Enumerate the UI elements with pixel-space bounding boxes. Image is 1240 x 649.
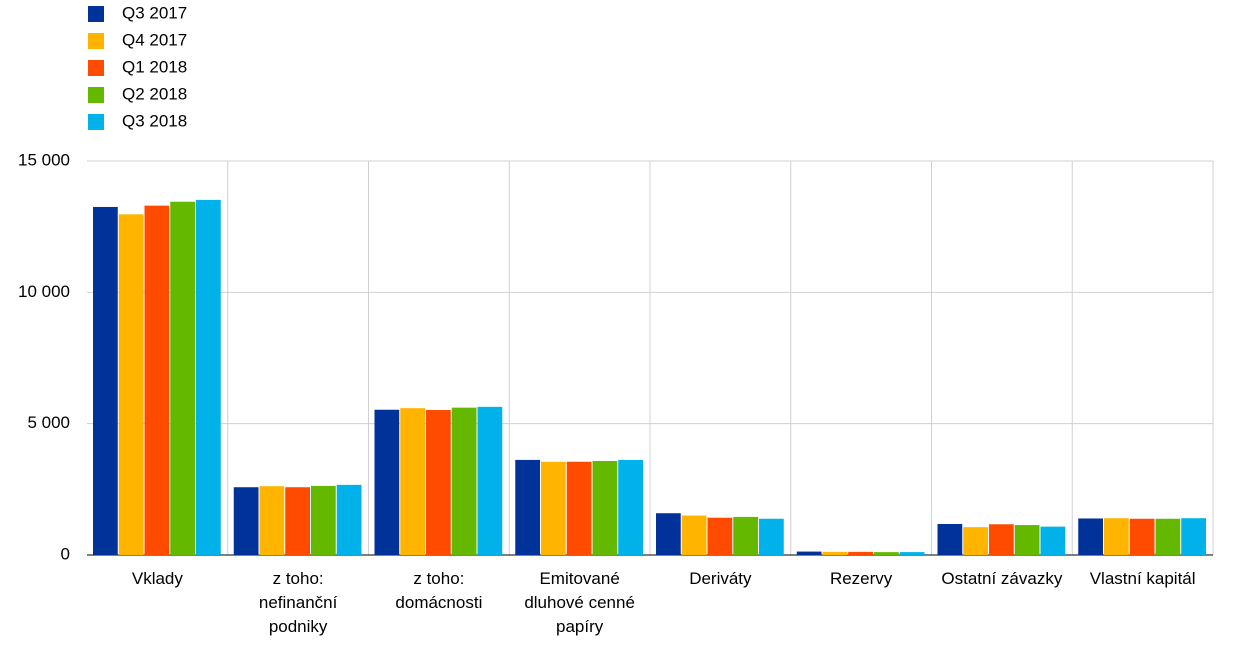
x-tick-label: z toho: domácnosti bbox=[395, 569, 483, 612]
bar bbox=[374, 409, 400, 555]
bar bbox=[618, 459, 643, 555]
bar bbox=[566, 461, 592, 555]
y-tick-label: 0 bbox=[61, 544, 70, 563]
bar bbox=[1181, 518, 1206, 555]
bar bbox=[937, 524, 963, 555]
bar bbox=[733, 516, 758, 555]
bar bbox=[822, 551, 848, 555]
bar bbox=[1104, 518, 1129, 555]
bar bbox=[451, 407, 477, 555]
bar bbox=[541, 461, 566, 555]
bar bbox=[592, 460, 618, 555]
legend-label: Q3 2017 bbox=[122, 3, 187, 22]
bar bbox=[681, 515, 707, 555]
y-tick-label: 5 000 bbox=[27, 413, 70, 432]
bar bbox=[400, 408, 425, 555]
legend-swatch bbox=[88, 6, 104, 22]
bar bbox=[1078, 518, 1103, 555]
bar bbox=[233, 487, 259, 555]
x-tick-label: z toho: nefinanční podniky bbox=[258, 569, 338, 636]
bar bbox=[989, 524, 1014, 555]
legend-swatch bbox=[88, 87, 104, 103]
x-tick-label: Vlastní kapitál bbox=[1089, 569, 1196, 588]
bar bbox=[1155, 518, 1181, 555]
bar bbox=[336, 484, 362, 555]
y-tick-label: 15 000 bbox=[18, 150, 70, 169]
y-tick-label: 10 000 bbox=[18, 282, 70, 301]
x-tick-label: Vklady bbox=[131, 569, 183, 588]
bar bbox=[707, 517, 733, 555]
legend-label: Q1 2018 bbox=[122, 57, 187, 76]
bar bbox=[285, 487, 310, 555]
legend-swatch bbox=[88, 60, 104, 76]
legend-label: Q4 2017 bbox=[122, 30, 187, 49]
bar bbox=[93, 206, 118, 555]
legend-label: Q2 2018 bbox=[122, 84, 187, 103]
bar bbox=[1129, 518, 1155, 555]
x-tick-label: Ostatní závazky bbox=[941, 569, 1063, 588]
bar bbox=[848, 551, 873, 555]
x-tick-label: Deriváty bbox=[689, 569, 752, 588]
bar bbox=[759, 518, 784, 555]
bar bbox=[311, 485, 336, 555]
legend-swatch bbox=[88, 33, 104, 49]
bar bbox=[656, 513, 681, 555]
bar bbox=[899, 552, 925, 555]
bar bbox=[1040, 526, 1066, 555]
bar bbox=[874, 552, 899, 555]
bar bbox=[515, 459, 540, 555]
bar bbox=[426, 410, 451, 555]
x-tick-label: Rezervy bbox=[829, 569, 893, 588]
bar bbox=[196, 199, 221, 555]
bar bbox=[118, 214, 144, 555]
bar bbox=[170, 201, 195, 556]
bar bbox=[1014, 525, 1040, 555]
legend-swatch bbox=[88, 114, 104, 130]
bar bbox=[963, 527, 988, 555]
legend-label: Q3 2018 bbox=[122, 111, 187, 130]
bar bbox=[144, 205, 170, 556]
bar bbox=[477, 406, 503, 555]
bar bbox=[796, 551, 822, 555]
bar bbox=[259, 486, 285, 555]
x-tick-label: Emitované dluhové cenné papíry bbox=[524, 569, 635, 636]
